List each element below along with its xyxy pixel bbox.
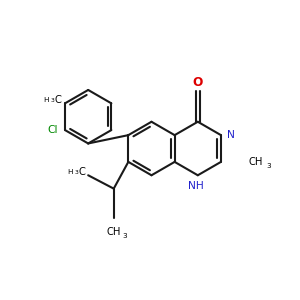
Text: O: O (193, 76, 203, 89)
Text: C: C (79, 167, 86, 177)
Text: 3: 3 (51, 98, 55, 104)
Text: 3: 3 (75, 170, 79, 175)
Text: CH: CH (249, 157, 263, 167)
Text: H: H (67, 169, 73, 175)
Text: Cl: Cl (47, 125, 58, 135)
Text: 3: 3 (123, 232, 127, 238)
Text: 3: 3 (266, 163, 271, 169)
Text: N: N (227, 130, 235, 140)
Text: H: H (43, 98, 49, 103)
Text: NH: NH (188, 181, 204, 191)
Text: CH: CH (106, 227, 121, 237)
Text: C: C (55, 95, 62, 105)
